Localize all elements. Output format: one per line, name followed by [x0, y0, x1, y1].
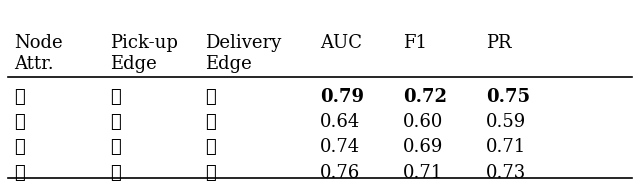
Text: ✓: ✓: [14, 88, 25, 106]
Text: 0.74: 0.74: [320, 138, 360, 157]
Text: 0.72: 0.72: [403, 88, 447, 106]
Text: ✓: ✓: [205, 113, 216, 131]
Text: Pick-up
Edge: Pick-up Edge: [109, 34, 177, 73]
Text: F1: F1: [403, 34, 427, 52]
Text: PR: PR: [486, 34, 511, 52]
Text: 0.73: 0.73: [486, 164, 526, 182]
Text: 0.60: 0.60: [403, 113, 444, 131]
Text: 0.71: 0.71: [403, 164, 443, 182]
Text: 0.59: 0.59: [486, 113, 526, 131]
Text: 0.75: 0.75: [486, 88, 530, 106]
Text: ✓: ✓: [109, 164, 120, 182]
Text: ✓: ✓: [14, 138, 25, 157]
Text: 0.69: 0.69: [403, 138, 444, 157]
Text: 0.76: 0.76: [320, 164, 360, 182]
Text: ✓: ✓: [14, 164, 25, 182]
Text: ✓: ✓: [109, 113, 120, 131]
Text: ✓: ✓: [205, 88, 216, 106]
Text: Node
Attr.: Node Attr.: [14, 34, 63, 73]
Text: ✗: ✗: [109, 138, 120, 157]
Text: Delivery
Edge: Delivery Edge: [205, 34, 282, 73]
Text: 0.71: 0.71: [486, 138, 526, 157]
Text: AUC: AUC: [320, 34, 362, 52]
Text: ✓: ✓: [205, 138, 216, 157]
Text: ✗: ✗: [205, 164, 216, 182]
Text: 0.79: 0.79: [320, 88, 364, 106]
Text: ✗: ✗: [14, 113, 25, 131]
Text: 0.64: 0.64: [320, 113, 360, 131]
Text: ✓: ✓: [109, 88, 120, 106]
